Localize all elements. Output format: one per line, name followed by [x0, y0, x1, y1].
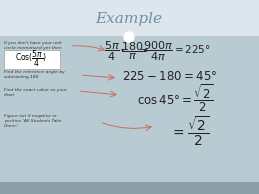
Text: Example: Example	[96, 12, 162, 26]
Text: Find the reference angle by
subtracting 180: Find the reference angle by subtracting …	[4, 70, 65, 79]
Text: If you don't have your unit
circle memorized yet then
convert to degrees:: If you don't have your unit circle memor…	[4, 41, 62, 55]
Text: $\cos 45°=\dfrac{\sqrt{2}}{2}$: $\cos 45°=\dfrac{\sqrt{2}}{2}$	[137, 82, 213, 114]
Bar	[0, 0, 259, 36]
Circle shape	[124, 32, 134, 42]
Text: $\bullet$: $\bullet$	[119, 44, 125, 54]
Text: $\dfrac{180}{\pi}$: $\dfrac{180}{\pi}$	[121, 40, 145, 62]
FancyBboxPatch shape	[4, 49, 60, 68]
Text: $= 225°$: $= 225°$	[172, 43, 211, 55]
Text: $\mathrm{Cos}(\dfrac{5\pi}{4})$: $\mathrm{Cos}(\dfrac{5\pi}{4})$	[15, 49, 47, 69]
Text: $\dfrac{900\pi}{4\pi}$: $\dfrac{900\pi}{4\pi}$	[143, 39, 173, 63]
Text: $\dfrac{5\pi}{4}$: $\dfrac{5\pi}{4}$	[104, 39, 120, 63]
Text: Figure out if negative or
positive 'All Students Take
Cheer.': Figure out if negative or positive 'All …	[4, 114, 62, 128]
Bar	[0, 182, 259, 194]
Text: Find the exact value on your
chart: Find the exact value on your chart	[4, 88, 67, 97]
Text: $225-180=45°$: $225-180=45°$	[122, 70, 218, 83]
Text: $=\dfrac{\sqrt{2}}{2}$: $=\dfrac{\sqrt{2}}{2}$	[170, 114, 210, 148]
Text: $=$: $=$	[139, 44, 149, 54]
